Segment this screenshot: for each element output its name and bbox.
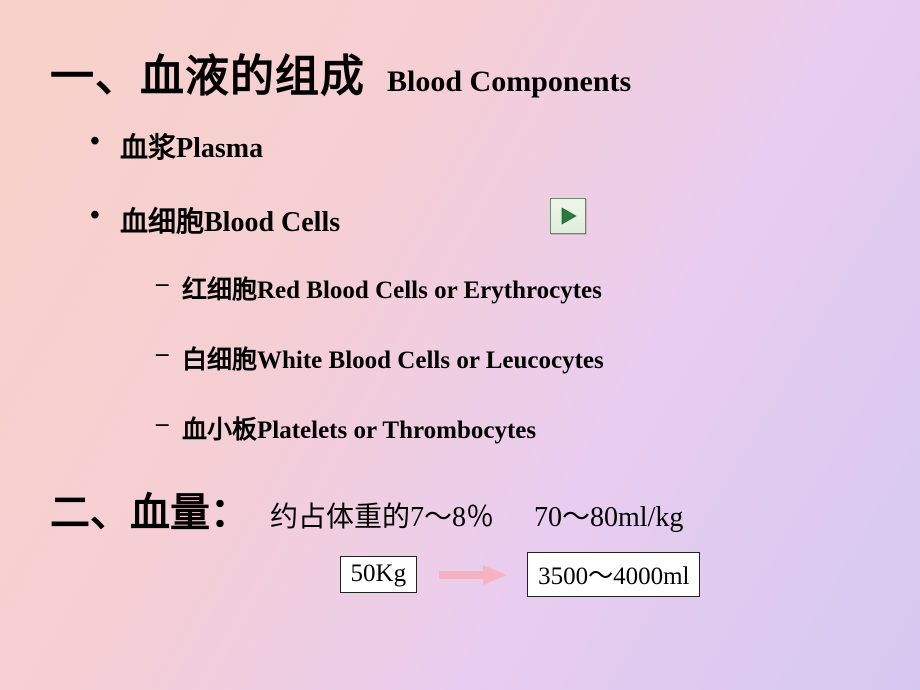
sub-wbc: 白细胞White Blood Cells or Leucocytes (156, 340, 870, 376)
play-icon (558, 206, 578, 226)
heading-1-cn: 一、血液的组成 (50, 52, 365, 101)
heading-2-detail: 约占体重的7～8％ (270, 495, 494, 535)
heading-2: 二、血量： 约占体重的7～8％ 70～80ml/kg (50, 480, 870, 538)
sub-list: 红细胞Red Blood Cells or Erythrocytes 白细胞Wh… (156, 270, 870, 446)
sub-wbc-text: 白细胞White Blood Cells or Leucocytes (182, 347, 604, 374)
weight-box: 50Kg (340, 556, 418, 593)
play-button[interactable] (550, 198, 586, 234)
volume-box: 3500～4000ml (527, 552, 700, 597)
slide: 一、血液的组成 Blood Components 血浆Plasma 血细胞Blo… (0, 0, 920, 690)
arrow-icon (437, 565, 507, 585)
bullet-blood-cells: 血细胞Blood Cells 红细胞Red Blood Cells or Ery… (90, 200, 870, 446)
heading-2-rate: 70～80ml/kg (534, 495, 683, 535)
bullet-plasma-text: 血浆Plasma (120, 133, 263, 164)
sub-platelets: 血小板Platelets or Thrombocytes (156, 410, 870, 446)
sub-platelets-text: 血小板Platelets or Thrombocytes (182, 417, 536, 444)
bullet-plasma: 血浆Plasma (90, 126, 870, 166)
bullet-list: 血浆Plasma 血细胞Blood Cells 红细胞Red Blood Cel… (90, 126, 870, 446)
heading-1-en: Blood Components (387, 65, 631, 98)
sub-rbc-text: 红细胞Red Blood Cells or Erythrocytes (182, 277, 602, 304)
example-row: 50Kg 3500～4000ml (170, 552, 870, 597)
bullet-blood-cells-text: 血细胞Blood Cells (120, 207, 340, 238)
heading-2-cn: 二、血量： (50, 480, 250, 538)
sub-rbc: 红细胞Red Blood Cells or Erythrocytes (156, 270, 870, 306)
heading-1: 一、血液的组成 Blood Components (50, 40, 870, 104)
